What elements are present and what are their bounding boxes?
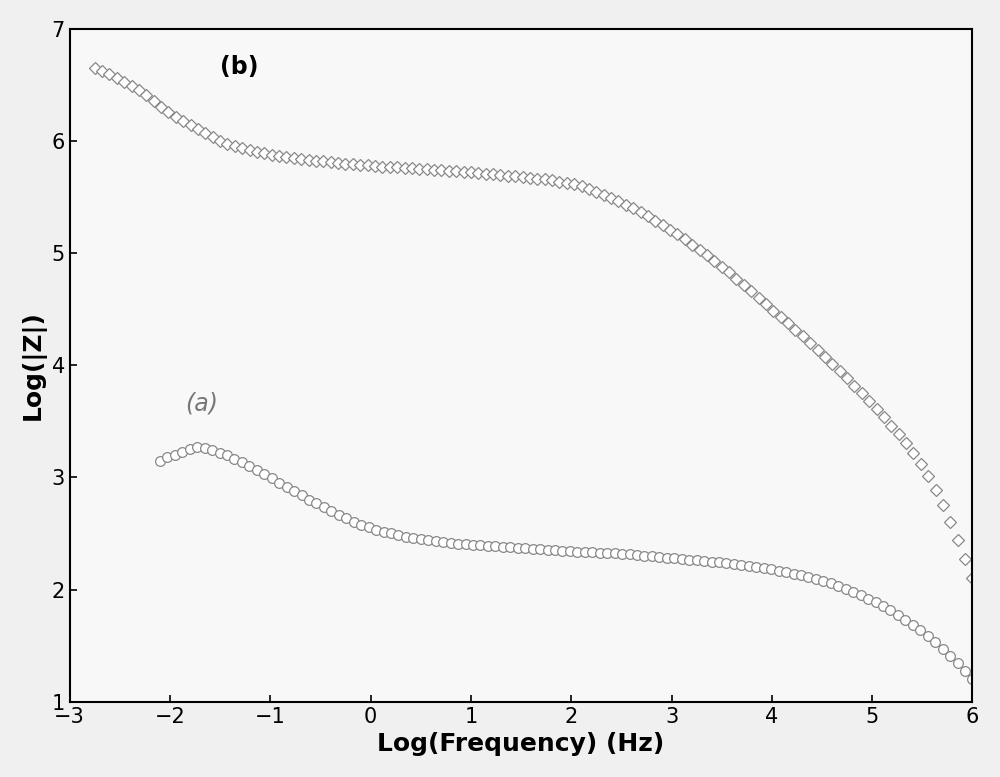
X-axis label: Log(Frequency) (Hz): Log(Frequency) (Hz) bbox=[377, 732, 665, 756]
Text: (b): (b) bbox=[220, 54, 259, 78]
Text: (a): (a) bbox=[185, 391, 218, 415]
Y-axis label: Log(|Z|): Log(|Z|) bbox=[21, 310, 46, 420]
